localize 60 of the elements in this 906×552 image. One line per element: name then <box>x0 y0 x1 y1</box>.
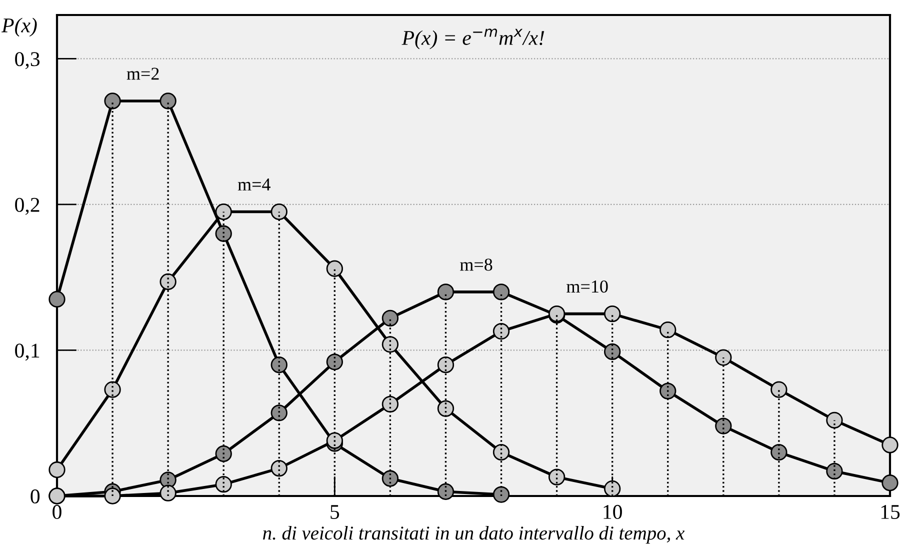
point <box>326 432 343 449</box>
point <box>770 381 788 398</box>
point <box>660 322 676 338</box>
x-axis-title: n. di veicoli transitati in un dato intervallo di tempo, x <box>263 526 685 544</box>
point <box>715 418 732 434</box>
y-axis-title: P(x) <box>1 18 37 37</box>
point <box>492 322 510 340</box>
annotation: P(x) = e$^{−m}$m$^{x}$/x! <box>402 28 544 50</box>
point <box>270 460 288 477</box>
point <box>437 356 454 374</box>
point <box>48 461 66 478</box>
point <box>104 488 121 504</box>
series-label: m=4 <box>238 178 270 190</box>
point <box>715 349 732 366</box>
point <box>492 486 510 503</box>
point <box>437 284 454 300</box>
point <box>215 203 232 220</box>
y-tick-label: 0 <box>30 489 40 504</box>
point <box>215 225 232 242</box>
point <box>660 382 676 400</box>
point <box>548 468 566 486</box>
point <box>160 92 176 110</box>
point <box>104 92 121 110</box>
point <box>604 305 621 322</box>
point <box>826 412 843 429</box>
series-label: m=10 <box>566 280 608 293</box>
point <box>382 396 399 413</box>
point <box>270 356 288 374</box>
point <box>437 483 454 500</box>
point <box>826 462 843 480</box>
y-tick-label: 0,3 <box>15 52 40 70</box>
point <box>492 444 510 461</box>
y-tick-label: 0,2 <box>15 198 40 215</box>
point <box>215 445 232 462</box>
point <box>326 260 343 277</box>
point <box>770 444 788 461</box>
point <box>382 310 399 327</box>
point <box>882 474 898 492</box>
point <box>382 336 399 353</box>
point <box>215 476 232 493</box>
series-label: m=2 <box>126 68 159 80</box>
point <box>382 470 399 487</box>
x-tick-label: 15 <box>881 505 900 519</box>
x-tick-label: 5 <box>330 505 340 519</box>
point <box>882 436 898 454</box>
y-tick-label: 0,1 <box>15 344 40 361</box>
series-label: m=8 <box>460 258 492 271</box>
point <box>270 404 288 422</box>
point <box>437 400 454 417</box>
point <box>492 284 510 300</box>
point <box>48 290 66 308</box>
x-tick-label: 10 <box>604 504 622 519</box>
point <box>604 480 621 498</box>
x-tick-label: 0 <box>52 504 62 519</box>
point <box>270 203 288 220</box>
point <box>104 381 121 398</box>
point <box>160 273 176 290</box>
point <box>160 484 176 502</box>
point <box>326 354 343 370</box>
point <box>604 343 621 360</box>
